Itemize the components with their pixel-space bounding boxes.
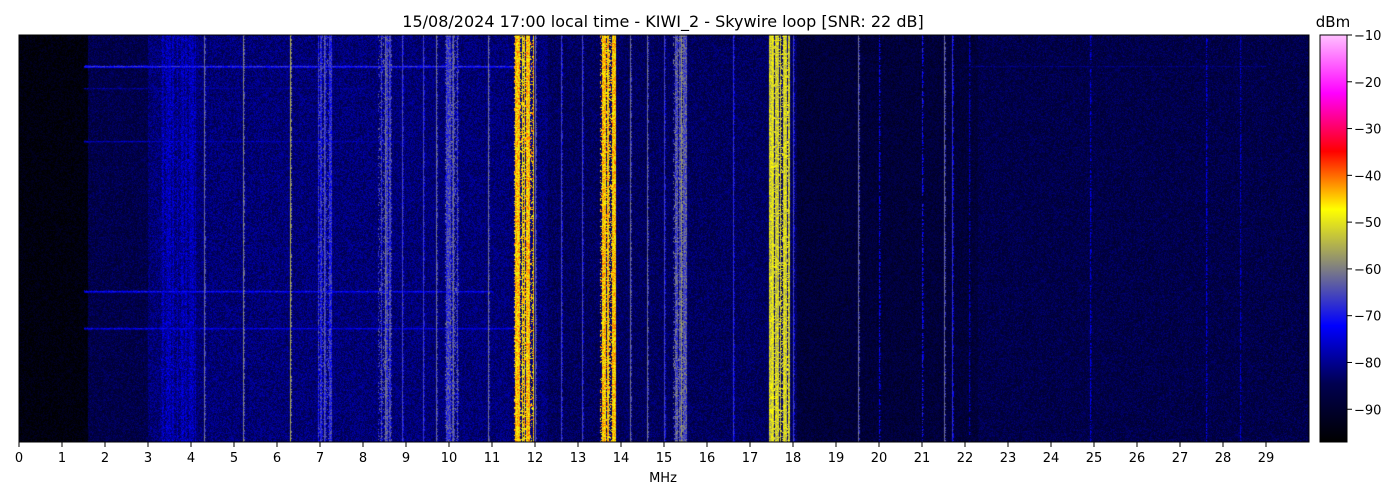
x-tick-label: 25 — [1086, 451, 1103, 466]
x-tick-label: 3 — [144, 451, 152, 466]
colorbar-tick-label: −10 — [1354, 29, 1381, 44]
x-tick-label: 14 — [613, 451, 630, 466]
x-tick-label: 22 — [957, 451, 974, 466]
waterfall-canvas — [19, 35, 1309, 442]
colorbar-tick-label: −70 — [1354, 310, 1381, 325]
x-tick-label: 12 — [527, 451, 544, 466]
x-tick-label: 2 — [101, 451, 109, 466]
colorbar-label: dBm — [1316, 13, 1350, 31]
x-tick-label: 5 — [230, 451, 238, 466]
colorbar-tick-label: −20 — [1354, 76, 1381, 91]
x-tick-label: 4 — [187, 451, 195, 466]
x-tick-label: 1 — [58, 451, 66, 466]
x-tick-label: 17 — [742, 451, 759, 466]
x-tick-label: 19 — [828, 451, 845, 466]
x-tick-label: 11 — [484, 451, 501, 466]
colorbar-gradient — [1319, 34, 1348, 443]
x-tick-label: 23 — [1000, 451, 1017, 466]
colorbar-ticks: −10 −20 −30 −40 −50 −60 −70 −80 −90 — [1347, 29, 1381, 418]
x-tick-label: 0 — [15, 451, 23, 466]
x-tick-label: 6 — [273, 451, 281, 466]
waterfall-plot[interactable] — [18, 34, 1310, 443]
x-tick-label: 27 — [1172, 451, 1189, 466]
x-tick-label: 10 — [441, 451, 458, 466]
x-tick-label: 24 — [1043, 451, 1060, 466]
chart-title: 15/08/2024 17:00 local time - KIWI_2 - S… — [402, 12, 923, 32]
colorbar: dBm −10 −20 −30 −40 −50 −60 −70 −80 −90 — [1316, 13, 1381, 443]
colorbar-tick-label: −60 — [1354, 263, 1381, 278]
x-tick-label: 16 — [699, 451, 716, 466]
x-tick-label: 28 — [1215, 451, 1232, 466]
x-tick-label: 26 — [1129, 451, 1146, 466]
colorbar-tick-label: −50 — [1354, 216, 1381, 231]
x-axis: 0 1 2 3 4 5 6 7 8 9 10 11 12 13 14 15 16 17 18 19 20 21 22 23 24… — [15, 442, 1274, 466]
x-tick-label: 20 — [871, 451, 888, 466]
x-tick-label: 8 — [359, 451, 367, 466]
colorbar-tick-label: −80 — [1354, 356, 1381, 371]
colorbar-tick-label: −40 — [1354, 169, 1381, 184]
x-tick-label: 29 — [1258, 451, 1275, 466]
x-tick-label: 9 — [402, 451, 410, 466]
x-tick-label: 7 — [316, 451, 324, 466]
colorbar-tick-label: −90 — [1354, 403, 1381, 418]
x-tick-label: 18 — [785, 451, 802, 466]
x-tick-label: 13 — [570, 451, 587, 466]
x-axis-label: MHz — [649, 471, 677, 486]
x-tick-label: 21 — [914, 451, 931, 466]
x-tick-label: 15 — [656, 451, 673, 466]
colorbar-tick-label: −30 — [1354, 123, 1381, 138]
